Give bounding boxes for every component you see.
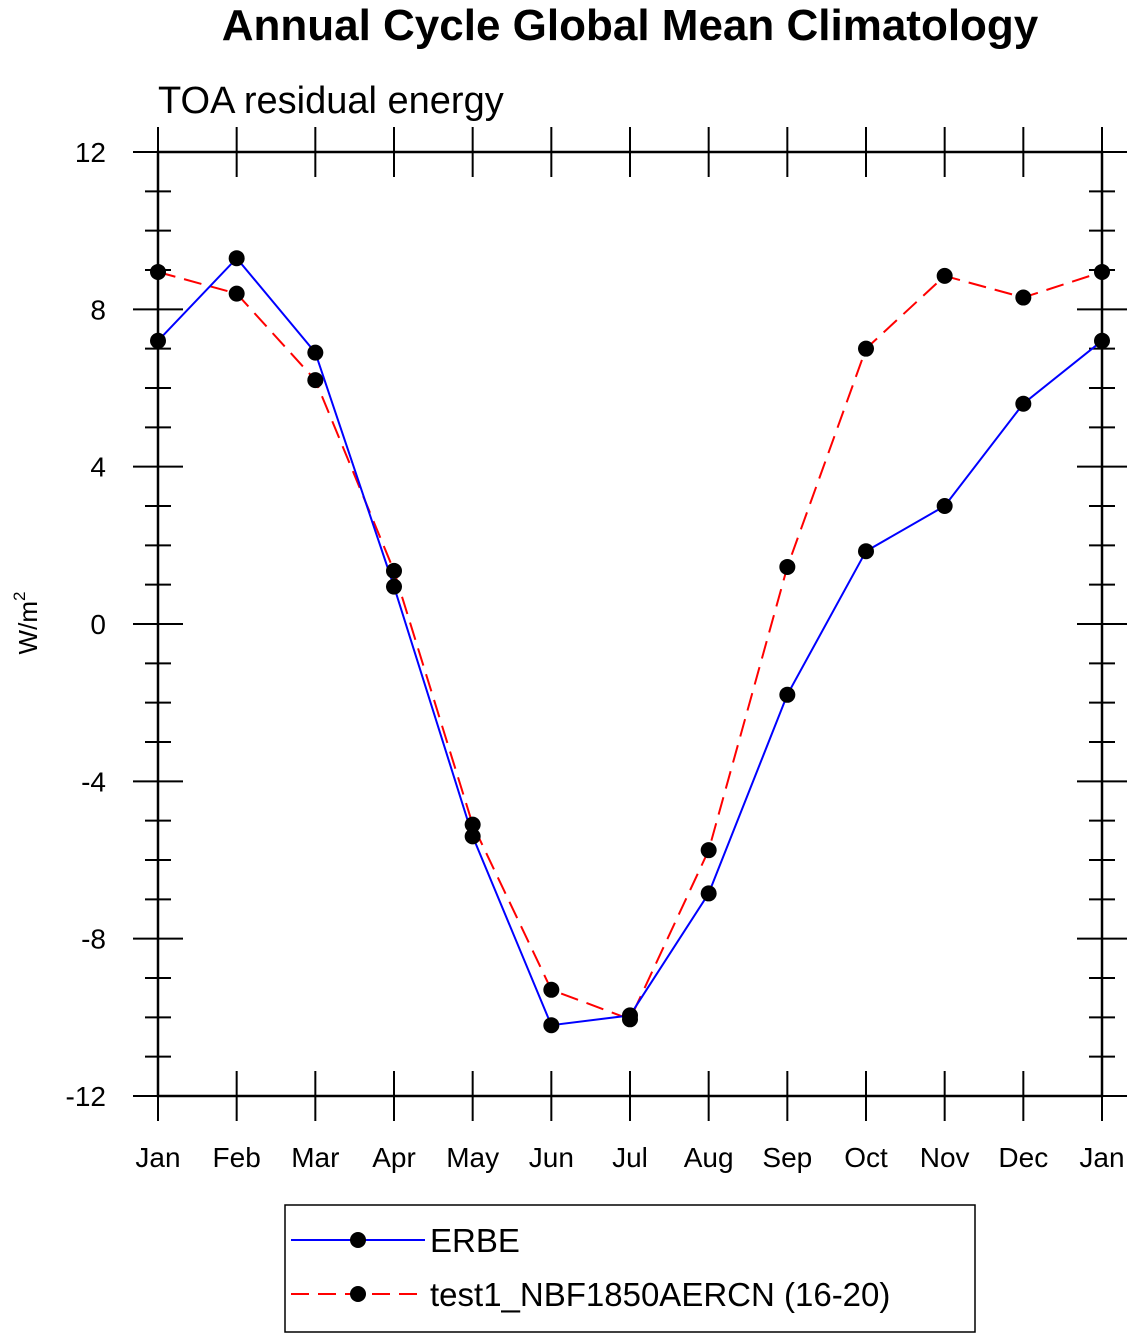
- x-tick-labels: Jan Feb Mar Apr May Jun Jul Aug Sep Oct Nov Dec Jan: [135, 1142, 1124, 1173]
- data-point-erbe: [386, 578, 402, 595]
- series-layer: [150, 250, 1110, 1034]
- legend-label: ERBE: [430, 1222, 520, 1259]
- data-point-test1: [464, 816, 481, 833]
- y-axis-label-superscript: 2: [10, 592, 29, 601]
- chart-subtitle: TOA residual energy: [158, 80, 504, 122]
- x-tick-label: Jul: [612, 1142, 648, 1173]
- y-tick-label: -8: [81, 924, 106, 955]
- series-line-test1: [157, 271, 1103, 1021]
- data-point-erbe: [858, 543, 874, 560]
- legend-label: test1_NBF1850AERCN (16-20): [430, 1276, 890, 1313]
- x-tick-label: Sep: [762, 1142, 812, 1173]
- x-tick-label: Mar: [291, 1142, 339, 1173]
- axis-ticks: [133, 127, 1127, 1121]
- y-axis-label-text: W/m: [13, 601, 43, 654]
- x-tick-label: Jan: [1079, 1142, 1124, 1173]
- x-tick-label: Jan: [135, 1142, 180, 1173]
- data-point-test1: [779, 558, 796, 575]
- legend: ERBE test1_NBF1850AERCN (16-20): [284, 1204, 976, 1333]
- x-tick-label: Aug: [684, 1142, 734, 1173]
- legend-box: [284, 1204, 976, 1333]
- svg-text:W/m2: W/m2: [10, 592, 43, 655]
- data-point-erbe: [307, 344, 324, 361]
- data-point-erbe: [1015, 395, 1032, 412]
- x-tick-label: Oct: [844, 1142, 888, 1173]
- data-point-erbe: [228, 250, 245, 267]
- y-tick-label: -12: [66, 1081, 106, 1112]
- x-tick-label: May: [446, 1142, 499, 1173]
- data-point-test1: [700, 842, 717, 859]
- plot-frame: [156, 150, 1104, 1098]
- y-axis-label: W/m2: [10, 592, 43, 655]
- x-tick-label: Dec: [998, 1142, 1048, 1173]
- y-tick-label: -4: [81, 766, 106, 797]
- data-point-erbe: [464, 828, 481, 845]
- data-point-test1: [622, 1011, 638, 1028]
- data-point-test1: [228, 285, 245, 302]
- data-point-erbe: [543, 1017, 560, 1034]
- data-point-erbe: [700, 885, 717, 902]
- data-point-test1: [307, 372, 324, 389]
- data-point-test1: [858, 340, 874, 357]
- data-point-test1: [150, 263, 166, 280]
- y-tick-labels: 12 8 4 0 -4 -8 -12: [66, 137, 106, 1112]
- chart-title: Annual Cycle Global Mean Climatology: [222, 1, 1039, 50]
- x-tick-label: Jun: [529, 1142, 574, 1173]
- y-tick-label: 4: [90, 452, 106, 483]
- y-tick-label: 0: [90, 609, 106, 640]
- y-tick-label: 12: [75, 137, 106, 168]
- data-point-test1: [543, 981, 560, 998]
- y-tick-label: 8: [90, 294, 106, 325]
- data-point-test1: [386, 562, 402, 579]
- data-point-test1: [1094, 263, 1110, 280]
- data-point-erbe: [1094, 332, 1110, 349]
- series-line-erbe: [157, 256, 1103, 1027]
- x-tick-label: Feb: [213, 1142, 261, 1173]
- x-tick-label: Apr: [372, 1142, 416, 1173]
- x-tick-label: Nov: [920, 1142, 970, 1173]
- data-point-erbe: [150, 332, 166, 349]
- legend-marker: [350, 1286, 366, 1302]
- data-point-erbe: [936, 498, 953, 514]
- legend-marker: [350, 1232, 366, 1248]
- data-point-test1: [936, 267, 953, 284]
- data-point-test1: [1015, 289, 1032, 306]
- data-point-erbe: [779, 686, 796, 703]
